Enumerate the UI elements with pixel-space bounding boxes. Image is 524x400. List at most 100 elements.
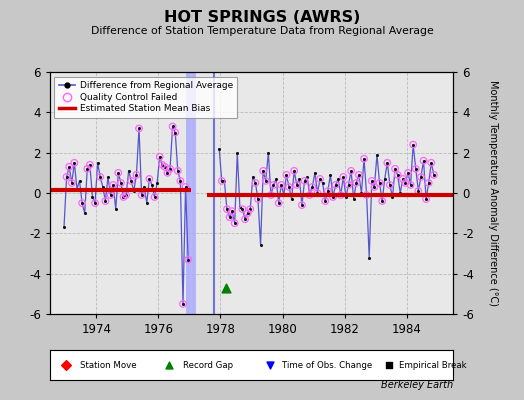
Point (119, 194, 128, 200)
Point (60, 224, 68, 230)
Point (288, 196, 296, 202)
Point (419, 158, 428, 164)
Point (114, 170, 123, 176)
Point (241, 216, 249, 222)
Point (388, 194, 397, 200)
Point (375, 180, 384, 186)
Text: HOT SPRINGS (AWRS): HOT SPRINGS (AWRS) (164, 10, 360, 25)
Point (173, 168, 182, 174)
Point (350, 196, 358, 202)
Point (292, 182, 301, 188)
Point (143, 200, 151, 206)
Point (156, 154, 164, 160)
Point (109, 182, 117, 188)
Point (272, 176, 280, 182)
Text: Empirical Break: Empirical Break (399, 360, 466, 370)
Point (231, 220, 239, 226)
Point (295, 176, 303, 182)
Point (399, 176, 407, 182)
Point (386, 182, 394, 188)
Point (391, 166, 399, 172)
Point (228, 208, 236, 214)
Point (375, 180, 384, 186)
Point (166, 166, 174, 172)
Point (305, 192, 314, 198)
Point (319, 180, 327, 186)
Point (427, 160, 435, 166)
Point (409, 142, 417, 148)
Point (411, 166, 420, 172)
Point (385, 362, 393, 368)
Point (399, 176, 407, 182)
Point (380, 176, 389, 182)
Point (282, 172, 291, 178)
Point (264, 150, 272, 156)
Point (127, 178, 135, 184)
Point (254, 196, 262, 202)
Point (86, 162, 94, 168)
Point (321, 198, 330, 204)
Point (321, 198, 330, 204)
Point (430, 172, 438, 178)
Point (329, 194, 337, 200)
Point (148, 182, 156, 188)
Point (352, 180, 361, 186)
Point (106, 192, 115, 198)
Point (137, 192, 146, 198)
Point (331, 182, 340, 188)
Point (117, 180, 125, 186)
Point (145, 176, 154, 182)
Point (365, 254, 374, 261)
Point (161, 164, 169, 170)
Point (386, 182, 394, 188)
Point (352, 180, 361, 186)
Point (259, 168, 267, 174)
Point (238, 206, 247, 212)
Point (236, 204, 244, 210)
Point (342, 194, 350, 200)
Point (424, 180, 433, 186)
Point (153, 180, 161, 186)
Point (184, 256, 192, 263)
Point (91, 200, 99, 206)
Point (290, 168, 298, 174)
Point (275, 200, 283, 206)
Point (292, 182, 301, 188)
Point (290, 168, 298, 174)
Point (73, 186, 81, 192)
Point (88, 194, 96, 200)
Point (334, 176, 342, 182)
Point (101, 198, 110, 204)
Point (168, 123, 177, 130)
Point (419, 158, 428, 164)
Point (267, 192, 275, 198)
Point (220, 178, 228, 184)
Point (282, 172, 291, 178)
Point (417, 174, 425, 180)
Point (132, 172, 140, 178)
Point (378, 198, 386, 204)
Point (394, 172, 402, 178)
Point (179, 301, 187, 307)
Point (181, 184, 190, 190)
Point (62, 362, 70, 368)
Point (75, 178, 84, 184)
Point (99, 184, 107, 190)
Point (360, 156, 368, 162)
Point (171, 129, 179, 136)
Point (225, 214, 234, 220)
Point (396, 190, 405, 196)
Point (168, 123, 177, 130)
Point (127, 178, 135, 184)
Point (251, 180, 259, 186)
Point (378, 198, 386, 204)
Point (331, 182, 340, 188)
Point (394, 172, 402, 178)
Point (132, 172, 140, 178)
Point (248, 174, 257, 180)
Point (181, 184, 190, 190)
Point (223, 206, 231, 212)
Text: Difference of Station Temperature Data from Regional Average: Difference of Station Temperature Data f… (91, 26, 433, 36)
Point (336, 192, 345, 198)
Point (225, 214, 234, 220)
